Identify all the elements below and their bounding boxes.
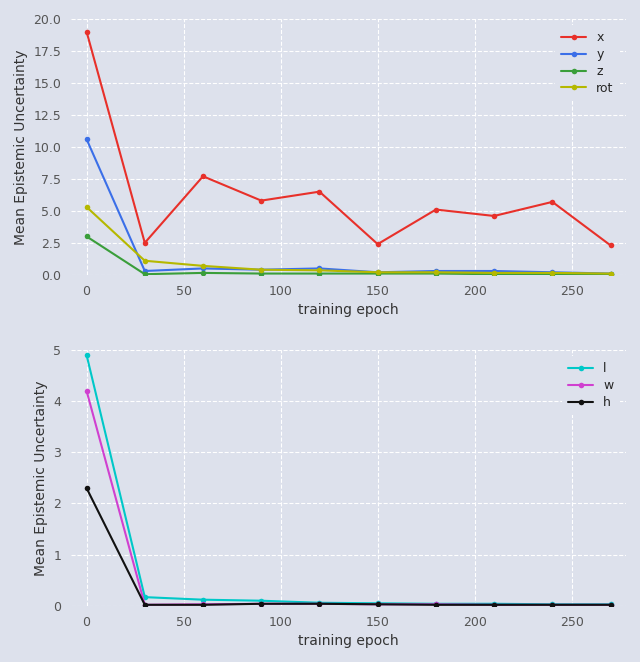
- z: [199, 269, 207, 277]
- x: [199, 172, 207, 180]
- l: [316, 599, 323, 607]
- h: [257, 600, 265, 608]
- w: [490, 601, 498, 609]
- Line: h: h: [84, 485, 613, 608]
- x: [141, 239, 148, 247]
- Line: l: l: [84, 352, 613, 607]
- y: [607, 269, 614, 277]
- rot: [374, 268, 381, 276]
- x: [316, 188, 323, 196]
- l: [490, 600, 498, 608]
- Line: z: z: [84, 234, 613, 277]
- y: [199, 264, 207, 272]
- x: [548, 198, 556, 206]
- y: [141, 267, 148, 275]
- l: [607, 600, 614, 608]
- x: [432, 206, 440, 214]
- rot: [607, 269, 614, 277]
- h: [607, 601, 614, 609]
- w: [83, 387, 90, 395]
- z: [316, 269, 323, 277]
- rot: [490, 269, 498, 277]
- h: [548, 601, 556, 609]
- z: [83, 232, 90, 240]
- h: [374, 600, 381, 608]
- l: [141, 593, 148, 601]
- h: [432, 601, 440, 609]
- w: [316, 600, 323, 608]
- l: [374, 599, 381, 607]
- Line: w: w: [84, 388, 613, 608]
- z: [548, 270, 556, 278]
- z: [374, 269, 381, 277]
- rot: [548, 269, 556, 277]
- h: [316, 600, 323, 608]
- Legend: x, y, z, rot: x, y, z, rot: [555, 25, 620, 101]
- h: [199, 601, 207, 609]
- x: [490, 212, 498, 220]
- w: [607, 601, 614, 609]
- y: [374, 268, 381, 276]
- y: [257, 265, 265, 273]
- Line: rot: rot: [84, 205, 613, 276]
- y: [316, 264, 323, 272]
- X-axis label: training epoch: training epoch: [298, 303, 399, 317]
- y: [83, 135, 90, 143]
- z: [607, 270, 614, 278]
- h: [141, 601, 148, 609]
- rot: [257, 265, 265, 273]
- y: [548, 268, 556, 276]
- rot: [432, 268, 440, 276]
- l: [199, 596, 207, 604]
- Y-axis label: Mean Epistemic Uncertainty: Mean Epistemic Uncertainty: [14, 49, 28, 245]
- X-axis label: training epoch: training epoch: [298, 634, 399, 648]
- y: [432, 267, 440, 275]
- l: [83, 351, 90, 359]
- l: [257, 596, 265, 604]
- y: [490, 267, 498, 275]
- rot: [199, 262, 207, 270]
- w: [199, 600, 207, 608]
- w: [257, 600, 265, 608]
- x: [607, 242, 614, 250]
- z: [141, 270, 148, 278]
- w: [374, 600, 381, 608]
- rot: [141, 257, 148, 265]
- x: [257, 197, 265, 205]
- l: [432, 600, 440, 608]
- Legend: l, w, h: l, w, h: [562, 356, 620, 415]
- l: [548, 600, 556, 608]
- z: [490, 270, 498, 278]
- x: [374, 240, 381, 248]
- z: [257, 269, 265, 277]
- w: [548, 601, 556, 609]
- h: [83, 484, 90, 492]
- Y-axis label: Mean Epistemic Uncertainty: Mean Epistemic Uncertainty: [34, 380, 48, 576]
- h: [490, 601, 498, 609]
- Line: y: y: [84, 136, 613, 276]
- rot: [316, 266, 323, 274]
- w: [141, 601, 148, 609]
- rot: [83, 203, 90, 211]
- Line: x: x: [84, 29, 613, 248]
- w: [432, 600, 440, 608]
- z: [432, 269, 440, 277]
- x: [83, 28, 90, 36]
